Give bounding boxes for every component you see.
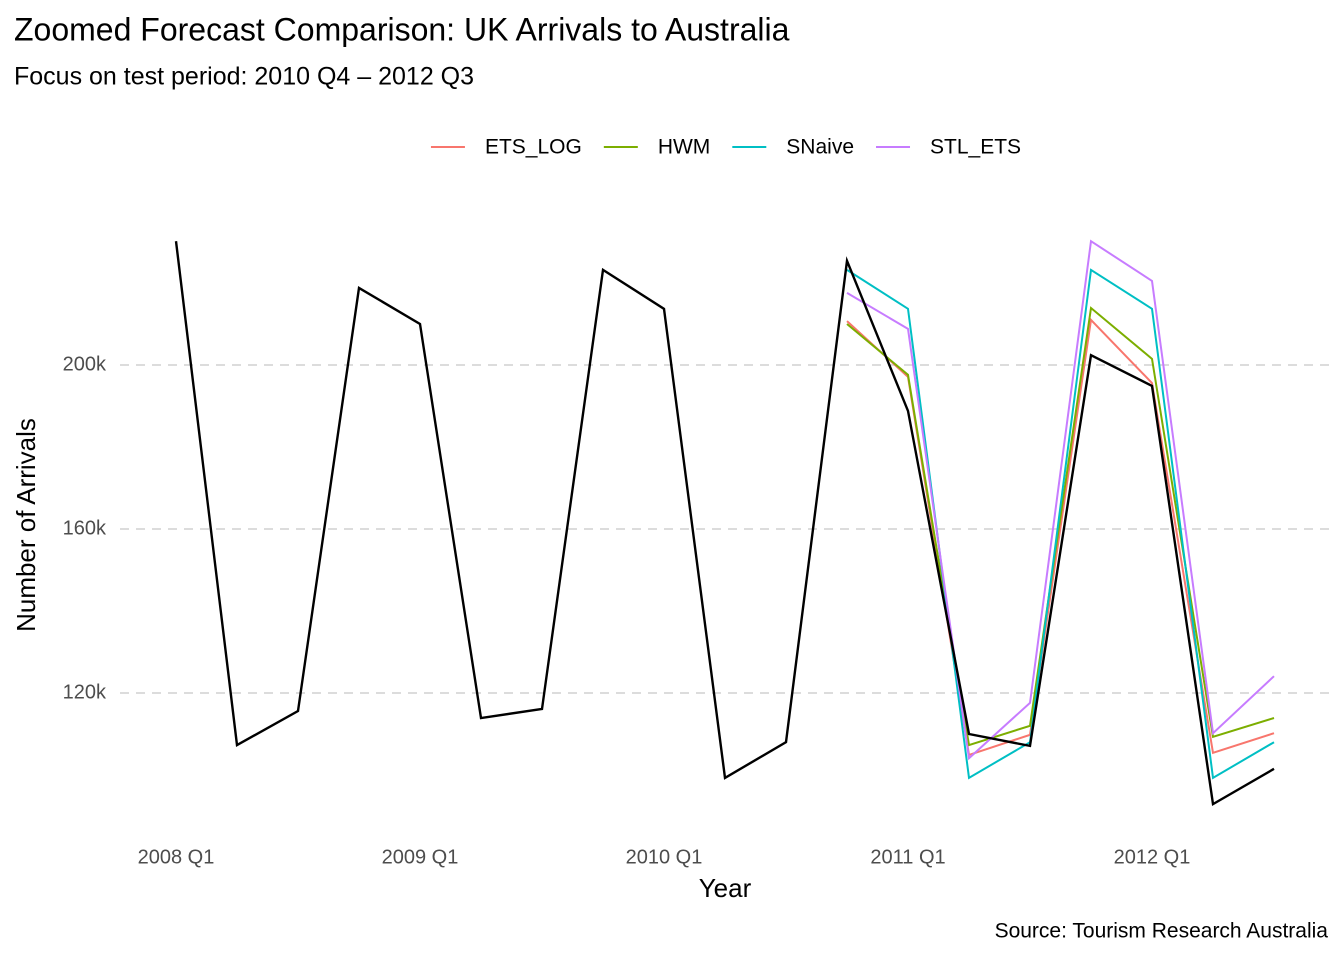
legend: ETS_LOG HWM SNaive STL_ETS [430, 136, 1021, 159]
x-tick-label: 2009 Q1 [382, 846, 459, 868]
grid: 120k 160k 200k 2008 Q1 2009 Q1 2010 Q1 2011 Q1… [63, 353, 1330, 868]
y-tick-label: 160k [63, 517, 107, 539]
caption: Source: Tourism Research Australia [995, 920, 1329, 943]
legend-label: SNaive [786, 136, 854, 159]
series-line [846, 306, 1275, 747]
x-tick-label: 2012 Q1 [1114, 846, 1191, 868]
y-axis-label: Number of Arrivals [11, 418, 41, 632]
series-line [846, 268, 1275, 780]
plot [174, 239, 1275, 807]
legend-item: STL_ETS [876, 136, 1021, 159]
legend-item: SNaive [732, 136, 854, 159]
chart-title: Zoomed Forecast Comparison: UK Arrivals … [14, 11, 790, 47]
legend-label: ETS_LOG [485, 136, 582, 159]
x-tick-label: 2008 Q1 [138, 846, 215, 868]
series-line [846, 239, 1275, 761]
y-tick-label: 120k [63, 681, 107, 703]
legend-label: HWM [658, 136, 710, 159]
series-line [846, 317, 1275, 757]
x-tick-label: 2010 Q1 [626, 846, 703, 868]
legend-item: ETS_LOG [430, 136, 582, 159]
legend-label: STL_ETS [930, 136, 1021, 159]
series-line [174, 241, 1275, 807]
x-axis-label: Year [699, 873, 752, 903]
legend-item: HWM [603, 136, 710, 159]
y-tick-label: 200k [63, 353, 107, 375]
x-tick-label: 2011 Q1 [870, 846, 945, 868]
chart-subtitle: Focus on test period: 2010 Q4 – 2012 Q3 [14, 63, 474, 91]
